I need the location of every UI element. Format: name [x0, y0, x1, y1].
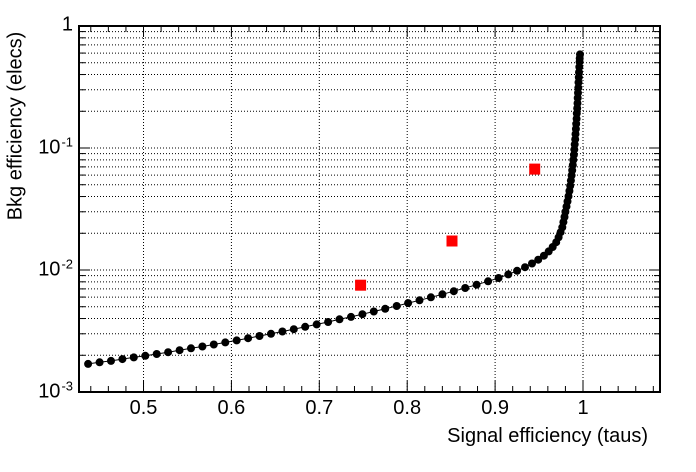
roc-curve-marker — [369, 307, 378, 316]
roc-curve-marker — [521, 263, 529, 272]
roc-curve-marker — [461, 284, 470, 292]
roc-curve-marker — [107, 356, 115, 365]
roc-curve-marker — [209, 340, 218, 349]
red-working-points-marker — [446, 235, 458, 247]
roc-curve-marker — [95, 358, 104, 367]
roc-curve-marker — [267, 329, 275, 338]
roc-curve-marker — [534, 255, 543, 264]
roc-curve-line — [88, 54, 581, 365]
roc-curve-marker — [278, 327, 287, 336]
y-tick-label: 10-2 — [0, 257, 73, 282]
roc-curve-marker — [244, 334, 253, 343]
y-tick-exponent: -3 — [61, 378, 73, 394]
x-tick-label: 1 — [577, 397, 589, 419]
roc-curve-marker — [141, 351, 150, 360]
red-working-points-marker — [355, 279, 367, 291]
roc-curve-marker — [289, 325, 298, 334]
roc-curve-marker — [392, 302, 401, 310]
roc-curve-marker — [528, 259, 536, 268]
roc-curve-marker — [472, 280, 481, 289]
roc-curve-marker — [426, 293, 435, 302]
roc-curve-marker — [84, 359, 93, 368]
roc-curve-marker — [494, 274, 503, 282]
roc-curve-marker — [381, 304, 390, 313]
red-working-points-marker — [529, 163, 541, 175]
roc-curve-marker — [335, 315, 344, 324]
y-tick-base: 10 — [38, 258, 61, 281]
roc-curve-marker — [187, 344, 195, 353]
roc-curve-marker — [312, 320, 321, 329]
roc-curve-marker — [198, 342, 207, 351]
roc-curve-marker — [449, 287, 458, 296]
x-axis-title: Signal efficiency (taus) — [447, 425, 648, 447]
roc-curve-marker — [504, 270, 513, 279]
x-tick-label: 0.5 — [129, 397, 158, 419]
y-tick-exponent: -1 — [61, 134, 73, 150]
x-tick-label: 0.7 — [305, 397, 334, 419]
plot-frame — [78, 25, 661, 393]
y-tick-base: 10 — [38, 380, 61, 403]
roc-curve-marker — [484, 277, 493, 286]
roc-curve-marker — [347, 312, 355, 321]
roc-curve-marker — [324, 318, 333, 326]
y-tick-base: 10 — [38, 136, 61, 159]
roc-curve-marker — [118, 355, 127, 364]
roc-curve-marker — [513, 266, 522, 275]
y-axis-title: Bkg efficiency (elecs) — [4, 31, 27, 221]
x-tick-label: 0.6 — [217, 397, 246, 419]
x-tick-label: 0.8 — [393, 397, 422, 419]
roc-curve-marker — [129, 353, 138, 362]
y-tick-label: 1 — [61, 13, 73, 36]
y-tick-label: 10-1 — [0, 135, 73, 160]
roc-curve-marker — [232, 336, 241, 345]
x-tick-label: 0.9 — [481, 397, 509, 419]
roc-curve-marker — [301, 322, 310, 331]
roc-curve-marker — [175, 346, 184, 355]
roc-curve-marker — [255, 332, 264, 340]
roc-curve-marker — [576, 50, 584, 59]
roc-curve-marker — [164, 348, 173, 357]
roc-curve-marker — [221, 338, 230, 347]
roc-curve-marker — [152, 350, 161, 358]
roc-curve-marker — [358, 310, 367, 319]
roc-curve-marker — [415, 296, 424, 305]
y-tick-exponent: -2 — [61, 256, 73, 272]
y-tick-label: 10-3 — [0, 379, 73, 404]
roc-curve-marker — [438, 290, 447, 299]
roc-curve-marker — [404, 299, 413, 308]
